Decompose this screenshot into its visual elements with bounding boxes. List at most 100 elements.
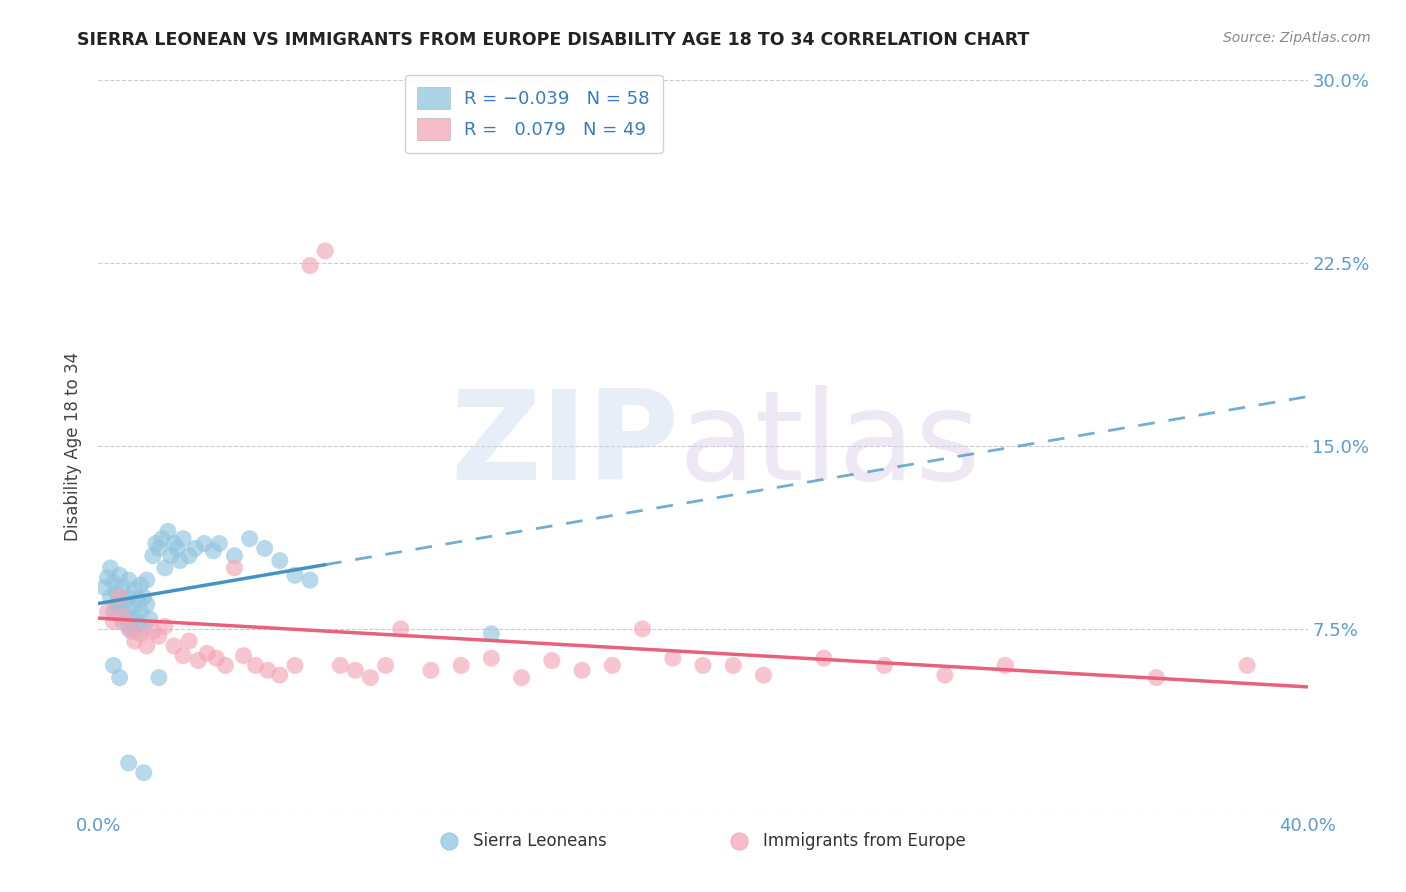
Point <box>100 590 122 604</box>
Point <box>1144 671 1167 685</box>
Point <box>187 654 209 668</box>
Point <box>571 663 593 677</box>
Point <box>153 561 176 575</box>
Point <box>934 668 956 682</box>
Point <box>156 524 179 539</box>
Point <box>692 658 714 673</box>
Point <box>108 568 131 582</box>
Point <box>118 756 141 770</box>
Point <box>135 639 157 653</box>
Point <box>344 663 367 677</box>
Point <box>124 609 146 624</box>
Point <box>129 626 152 640</box>
Point <box>169 553 191 567</box>
Point <box>105 585 128 599</box>
Point <box>129 578 152 592</box>
Point <box>661 651 683 665</box>
Point <box>129 605 152 619</box>
Point <box>108 590 131 604</box>
Point <box>208 536 231 550</box>
Point <box>202 544 225 558</box>
Text: atlas: atlas <box>679 385 981 507</box>
Point <box>214 658 236 673</box>
Point <box>224 561 246 575</box>
Point <box>163 536 186 550</box>
Point <box>481 651 503 665</box>
Point <box>299 259 322 273</box>
Text: Immigrants from Europe: Immigrants from Europe <box>763 832 966 850</box>
Point <box>127 592 149 607</box>
Point <box>284 658 307 673</box>
Point <box>118 622 141 636</box>
Point <box>135 598 157 612</box>
Point <box>148 671 170 685</box>
Point <box>139 612 162 626</box>
Point <box>118 590 141 604</box>
Point <box>179 634 201 648</box>
Point <box>163 639 186 653</box>
Point <box>813 651 835 665</box>
Point <box>374 658 396 673</box>
Point <box>239 532 262 546</box>
Point <box>103 575 125 590</box>
Point <box>752 668 775 682</box>
Point <box>114 609 136 624</box>
Point <box>389 622 412 636</box>
Point <box>184 541 207 556</box>
Point <box>96 605 118 619</box>
Point <box>132 590 155 604</box>
Point <box>148 541 170 556</box>
Point <box>299 573 322 587</box>
Point <box>269 668 291 682</box>
Point <box>121 624 143 639</box>
Point <box>172 532 194 546</box>
Point <box>111 615 134 629</box>
Point <box>103 615 125 629</box>
Point <box>723 658 745 673</box>
Point <box>256 663 278 677</box>
Point <box>631 622 654 636</box>
Point <box>111 581 134 595</box>
Text: Sierra Leoneans: Sierra Leoneans <box>474 832 607 850</box>
Y-axis label: Disability Age 18 to 34: Disability Age 18 to 34 <box>65 351 83 541</box>
Point <box>150 532 173 546</box>
Point <box>205 651 228 665</box>
Text: Source: ZipAtlas.com: Source: ZipAtlas.com <box>1223 31 1371 45</box>
Text: SIERRA LEONEAN VS IMMIGRANTS FROM EUROPE DISABILITY AGE 18 TO 34 CORRELATION CHA: SIERRA LEONEAN VS IMMIGRANTS FROM EUROPE… <box>77 31 1029 49</box>
Point <box>108 671 131 685</box>
Point <box>540 654 562 668</box>
Point <box>111 609 134 624</box>
Point <box>360 671 382 685</box>
Point <box>114 595 136 609</box>
Point <box>269 553 291 567</box>
Point <box>873 658 896 673</box>
Point <box>314 244 336 258</box>
Legend: R = −0.039   N = 58, R =   0.079   N = 49: R = −0.039 N = 58, R = 0.079 N = 49 <box>405 75 662 153</box>
Point <box>481 626 503 640</box>
Point <box>93 581 115 595</box>
Point <box>124 634 146 648</box>
Point <box>1236 658 1258 673</box>
Point <box>132 622 155 636</box>
Text: ZIP: ZIP <box>450 385 679 507</box>
Point <box>153 619 176 633</box>
Point <box>100 561 122 575</box>
Point <box>602 658 624 673</box>
Point <box>253 541 276 556</box>
Point <box>245 658 267 673</box>
Point <box>193 536 215 550</box>
Point <box>160 549 183 563</box>
Point <box>105 598 128 612</box>
Point <box>118 573 141 587</box>
Point <box>127 617 149 632</box>
Point <box>510 671 533 685</box>
Point <box>103 605 125 619</box>
Point <box>420 663 443 677</box>
Point <box>232 648 254 663</box>
Point <box>124 582 146 597</box>
Point <box>108 602 131 616</box>
Point <box>994 658 1017 673</box>
Point <box>284 568 307 582</box>
Point <box>166 541 188 556</box>
Point <box>142 549 165 563</box>
